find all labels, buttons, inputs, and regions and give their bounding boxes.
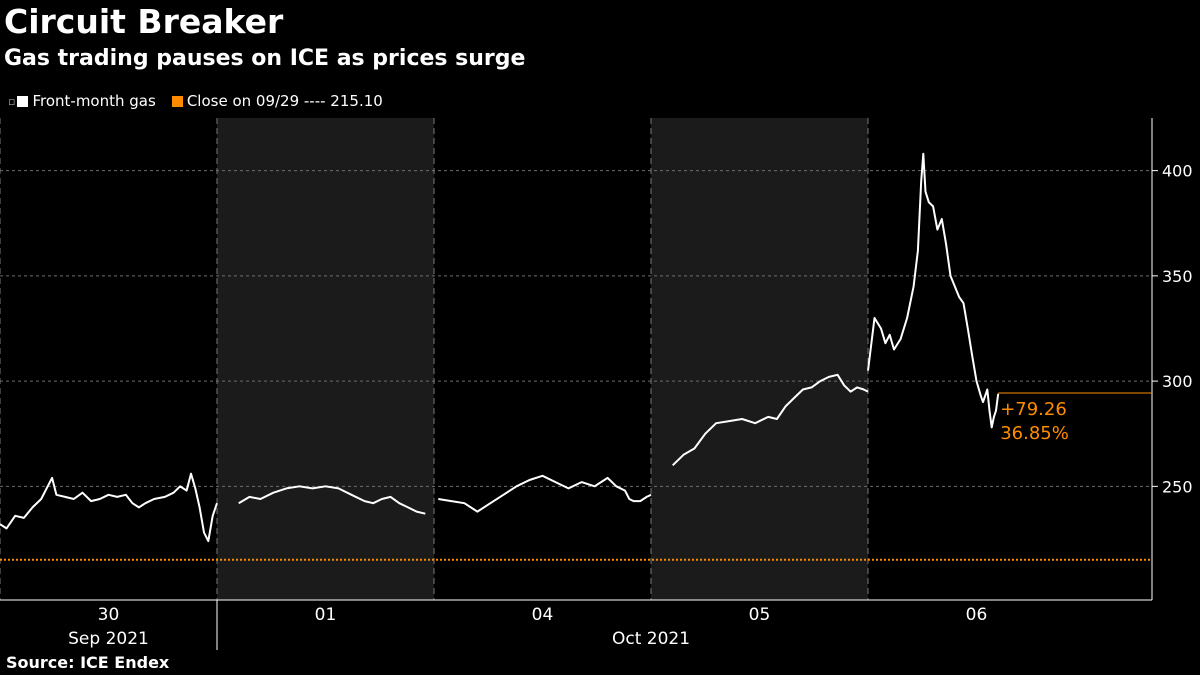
y-tick-label-250: 250 — [1162, 477, 1193, 496]
annotation-percent-label: 36.85% — [1000, 423, 1069, 444]
x-tick-label-30: 30 — [98, 605, 120, 625]
price-line-session-06 — [867, 152, 1000, 429]
annotation-change-label: +79.26 — [1000, 399, 1067, 420]
price-line-session-05 — [672, 373, 869, 467]
legend-reference-label: Close on 09/29 ---- 215.10 — [186, 92, 383, 110]
month-label-1: Oct 2021 — [612, 629, 690, 649]
legend: ▫ Front-month gas Close on 09/29 ---- 21… — [8, 92, 399, 110]
price-line-session-30 — [0, 472, 218, 543]
chart-title: Circuit Breaker — [4, 2, 284, 41]
source-note: Source: ICE Endex — [6, 653, 170, 672]
x-tick-label-01: 01 — [315, 605, 337, 625]
x-tick-label-06: 06 — [966, 605, 988, 625]
white-square-icon — [17, 95, 29, 107]
y-tick-label-350: 350 — [1162, 267, 1193, 286]
x-tick-label-04: 04 — [532, 605, 554, 625]
session-band-01 — [217, 118, 434, 600]
legend-series-label: Front-month gas — [32, 92, 156, 110]
y-tick-label-400: 400 — [1162, 162, 1193, 181]
session-band-05 — [651, 118, 868, 600]
legend-item-reference: Close on 09/29 ---- 215.10 — [171, 92, 383, 110]
y-tick-label-300: 300 — [1162, 372, 1193, 391]
orange-square-icon — [171, 95, 183, 107]
legend-item-series: ▫ Front-month gas — [8, 92, 156, 110]
price-line-session-01 — [238, 485, 426, 515]
x-tick-label-05: 05 — [749, 605, 771, 625]
price-line-session-04 — [438, 474, 652, 513]
legend-marker-icon: ▫ — [8, 94, 16, 108]
month-label-0: Sep 2021 — [68, 629, 149, 649]
chart-subtitle: Gas trading pauses on ICE as prices surg… — [4, 46, 526, 71]
